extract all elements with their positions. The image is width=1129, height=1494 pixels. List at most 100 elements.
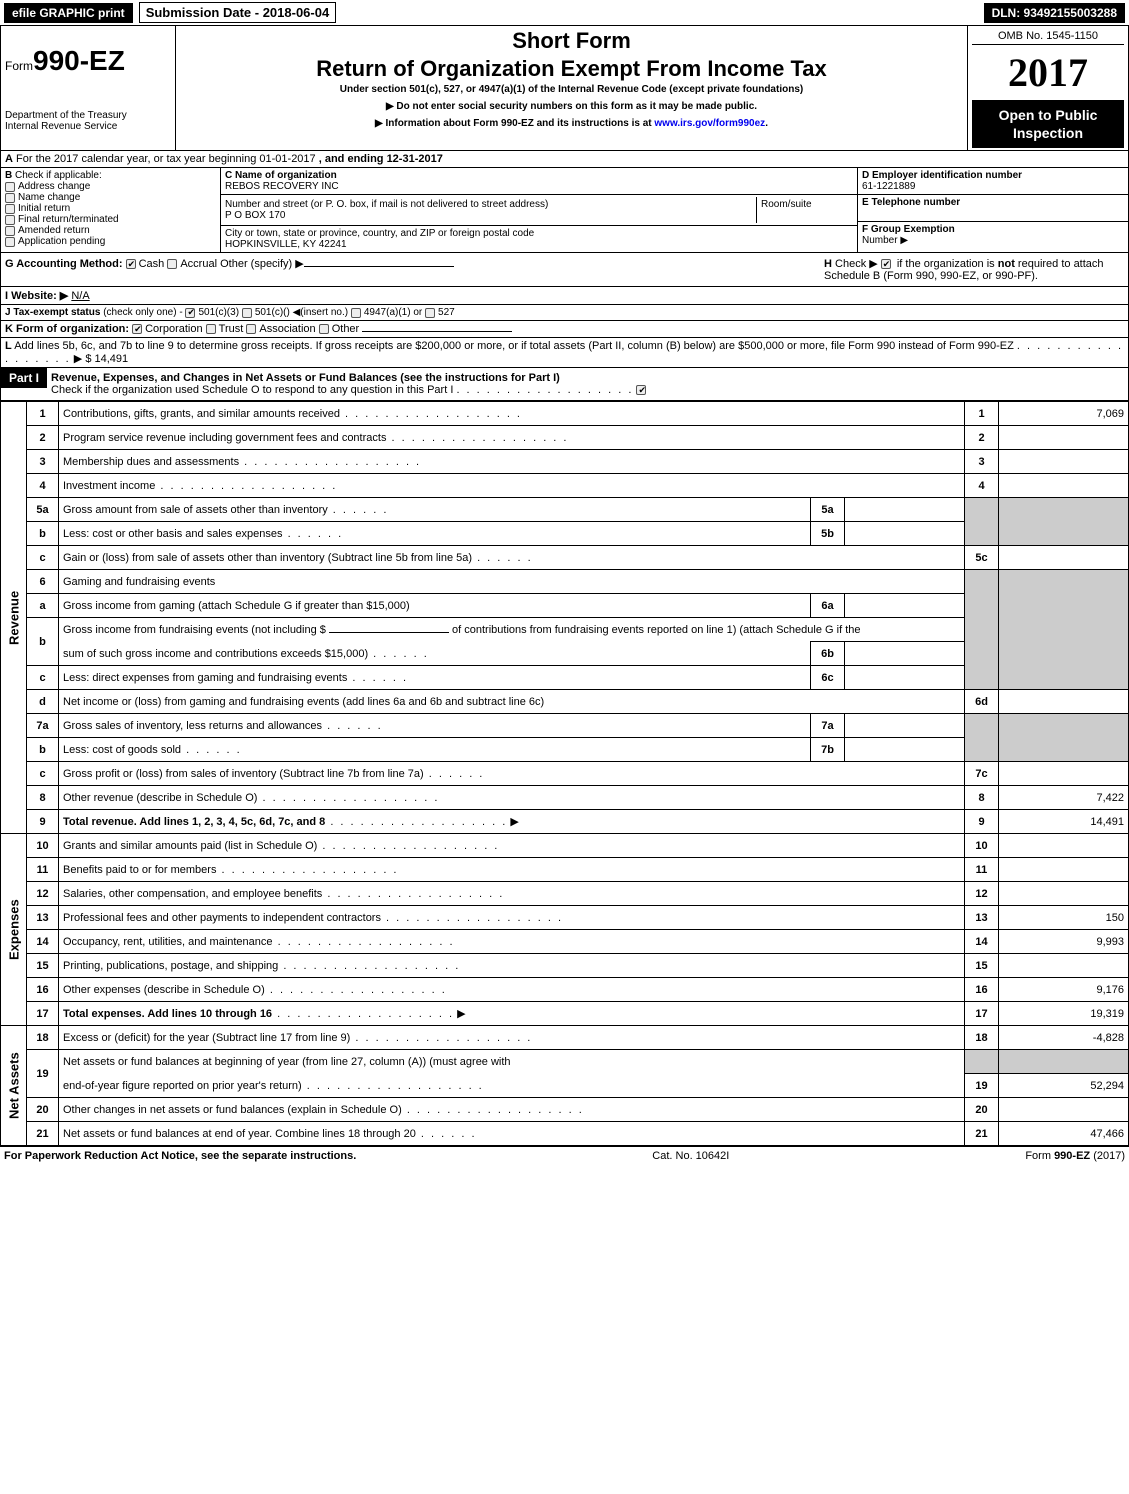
- chk-other-org[interactable]: [319, 324, 329, 334]
- footer-catno: Cat. No. 10642I: [652, 1150, 729, 1162]
- chk-4947[interactable]: [351, 308, 361, 318]
- line-19-col: 19: [965, 1074, 999, 1098]
- line-6b-num: b: [27, 618, 59, 666]
- line-21-text: Net assets or fund balances at end of ye…: [63, 1128, 416, 1140]
- line-13-col: 13: [965, 906, 999, 930]
- line-l: L Add lines 5b, 6c, and 7b to line 9 to …: [0, 338, 1129, 368]
- chk-association[interactable]: [246, 324, 256, 334]
- line-6d-text: Net income or (loss) from gaming and fun…: [63, 696, 544, 708]
- line-5a-text: Gross amount from sale of assets other t…: [63, 504, 328, 516]
- line-7a-text: Gross sales of inventory, less returns a…: [63, 720, 322, 732]
- website-value: N/A: [71, 290, 89, 302]
- chk-address-change[interactable]: [5, 182, 15, 192]
- line-6c-subnum: 6c: [811, 666, 845, 690]
- part1-check-text: Check if the organization used Schedule …: [51, 384, 453, 396]
- chk-initial-return[interactable]: [5, 204, 15, 214]
- note-ssn: ▶ Do not enter social security numbers o…: [180, 101, 963, 112]
- line-4-amount: [999, 474, 1129, 498]
- line-15-col: 15: [965, 954, 999, 978]
- form-header: Form990-EZ Department of the Treasury In…: [0, 25, 1129, 151]
- line-6a-subnum: 6a: [811, 594, 845, 618]
- line-6b-subnum: 6b: [811, 642, 845, 666]
- line-j: J Tax-exempt status (check only one) - 5…: [0, 305, 1129, 321]
- chk-cash[interactable]: [126, 259, 136, 269]
- chk-corporation[interactable]: [132, 324, 142, 334]
- line-10-col: 10: [965, 834, 999, 858]
- line-h-label: H: [824, 258, 832, 270]
- line-20-text: Other changes in net assets or fund bala…: [63, 1104, 402, 1116]
- line-16-amount: 9,176: [999, 978, 1129, 1002]
- line-12-amount: [999, 882, 1129, 906]
- chk-501c[interactable]: [242, 308, 252, 318]
- line-g-label: G Accounting Method:: [5, 258, 123, 270]
- note-info: ▶ Information about Form 990-EZ and its …: [180, 118, 963, 129]
- line-11-col: 11: [965, 858, 999, 882]
- title-short-form: Short Form: [180, 28, 963, 54]
- line-6b-blank[interactable]: [329, 632, 449, 633]
- lines-table: Revenue 1 Contributions, gifts, grants, …: [0, 401, 1129, 1146]
- open-public-2: Inspection: [1013, 125, 1083, 141]
- line-13-text: Professional fees and other payments to …: [63, 912, 381, 924]
- line-j-label: J Tax-exempt status: [5, 307, 100, 318]
- shade-6: [965, 570, 999, 690]
- open-to-public: Open to Public Inspection: [972, 100, 1124, 148]
- shade-5-amt: [999, 498, 1129, 546]
- line-b-text: Check if applicable:: [15, 170, 102, 181]
- line-5b-text: Less: cost or other basis and sales expe…: [63, 528, 283, 540]
- line-6b-text2: of contributions from fundraising events…: [452, 624, 860, 636]
- line-h-not: not: [998, 258, 1015, 270]
- line-17-num: 17: [27, 1002, 59, 1026]
- footer-right-suffix: (2017): [1090, 1150, 1125, 1162]
- opt-501c3: 501(c)(3): [198, 307, 239, 318]
- line-12-num: 12: [27, 882, 59, 906]
- line-12-text: Salaries, other compensation, and employ…: [63, 888, 322, 900]
- dln-badge: DLN: 93492155003288: [984, 3, 1125, 23]
- other-specify-line[interactable]: [304, 266, 454, 267]
- line-15-num: 15: [27, 954, 59, 978]
- line-14-col: 14: [965, 930, 999, 954]
- line-21-num: 21: [27, 1122, 59, 1146]
- opt-other-org: Other: [332, 323, 360, 335]
- chk-final-return[interactable]: [5, 215, 15, 225]
- line-b-label: B: [5, 170, 12, 181]
- chk-accrual[interactable]: [167, 259, 177, 269]
- chk-schedule-b[interactable]: [881, 259, 891, 269]
- expenses-section-label: Expenses: [1, 834, 27, 1026]
- chk-amended-return[interactable]: [5, 226, 15, 236]
- part1-header-row: Part I Revenue, Expenses, and Changes in…: [0, 368, 1129, 401]
- line-19-text2: end-of-year figure reported on prior yea…: [63, 1080, 302, 1092]
- line-k-label: K Form of organization:: [5, 323, 129, 335]
- line-16-col: 16: [965, 978, 999, 1002]
- line-6-text: Gaming and fundraising events: [59, 570, 965, 594]
- line-6a-text: Gross income from gaming (attach Schedul…: [63, 600, 410, 612]
- line-l-text: Add lines 5b, 6c, and 7b to line 9 to de…: [14, 340, 1014, 352]
- line-21-col: 21: [965, 1122, 999, 1146]
- room-label: Room/suite: [761, 199, 812, 210]
- line-f-label: F Group Exemption: [862, 224, 955, 235]
- chk-501c3[interactable]: [185, 308, 195, 318]
- line-7a-subamt: [845, 714, 965, 738]
- chk-application-pending[interactable]: [5, 237, 15, 247]
- shade-7: [965, 714, 999, 762]
- opt-trust: Trust: [219, 323, 244, 335]
- irs-link[interactable]: www.irs.gov/form990ez: [654, 118, 765, 129]
- line-11-amount: [999, 858, 1129, 882]
- line-l-label: L: [5, 340, 12, 352]
- part1-title: Revenue, Expenses, and Changes in Net As…: [51, 372, 560, 384]
- line-6c-num: c: [27, 666, 59, 690]
- line-6d-col: 6d: [965, 690, 999, 714]
- line-4-col: 4: [965, 474, 999, 498]
- line-6a-num: a: [27, 594, 59, 618]
- chk-trust[interactable]: [206, 324, 216, 334]
- line-d-label: D Employer identification number: [862, 170, 1022, 181]
- title-main: Return of Organization Exempt From Incom…: [180, 56, 963, 82]
- chk-schedule-o[interactable]: [636, 385, 646, 395]
- form-prefix: Form: [5, 59, 33, 73]
- other-org-line[interactable]: [362, 331, 512, 332]
- line-7b-subamt: [845, 738, 965, 762]
- chk-name-change[interactable]: [5, 193, 15, 203]
- line-j-sub: (check only one) -: [103, 307, 182, 318]
- line-6a-subamt: [845, 594, 965, 618]
- chk-527[interactable]: [425, 308, 435, 318]
- footer: For Paperwork Reduction Act Notice, see …: [0, 1146, 1129, 1165]
